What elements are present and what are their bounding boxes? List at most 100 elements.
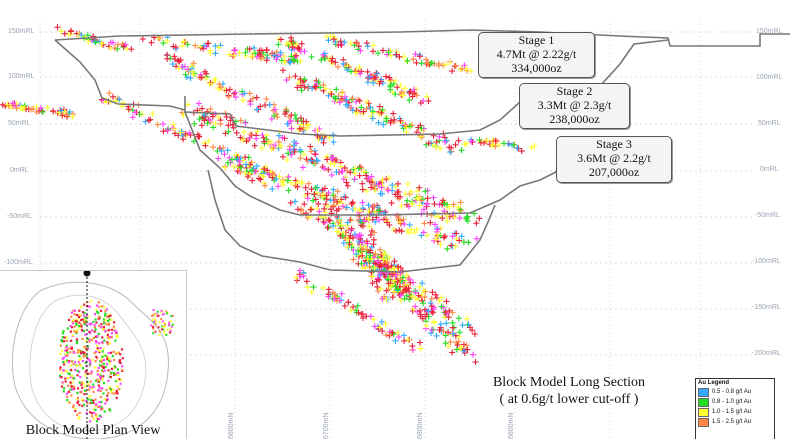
plan-block-cell bbox=[75, 320, 78, 323]
plan-block-cell bbox=[96, 335, 99, 338]
plan-block-cell bbox=[76, 401, 79, 404]
plan-block-cell bbox=[107, 392, 110, 395]
plan-block-cell bbox=[88, 340, 91, 343]
block-cell bbox=[420, 300, 427, 307]
block-cell bbox=[429, 309, 436, 316]
plan-block-cell bbox=[98, 386, 101, 389]
block-cell bbox=[164, 38, 171, 45]
block-cell bbox=[391, 258, 398, 265]
block-cell bbox=[231, 52, 238, 59]
block-cell bbox=[340, 60, 347, 67]
block-cell bbox=[357, 217, 364, 224]
plan-block-cell bbox=[83, 318, 86, 321]
block-cell bbox=[403, 124, 410, 131]
block-cell bbox=[44, 104, 51, 111]
stage3-name: Stage 3 bbox=[596, 137, 632, 151]
block-cell bbox=[344, 243, 351, 250]
block-cell bbox=[449, 233, 456, 240]
plan-block-cell bbox=[100, 323, 103, 326]
legend-label: 0.8 - 1.0 g/t Au bbox=[712, 399, 752, 405]
plan-block-cell bbox=[89, 411, 92, 414]
block-cell bbox=[424, 93, 431, 100]
plan-block-cell bbox=[102, 318, 105, 321]
block-cell bbox=[437, 321, 444, 328]
plan-block-cell bbox=[76, 364, 79, 367]
block-cell bbox=[319, 186, 326, 193]
plan-block-cell bbox=[73, 313, 76, 316]
block-cell bbox=[357, 248, 364, 255]
plan-block-cell bbox=[95, 341, 98, 344]
rl-label-left: -50mRL bbox=[7, 213, 32, 220]
plan-block-cell bbox=[67, 361, 70, 364]
block-cell bbox=[366, 104, 373, 111]
plan-block-cell bbox=[69, 330, 72, 333]
block-cell bbox=[408, 226, 415, 233]
plan-block-cell bbox=[76, 318, 79, 321]
plan-block-cell bbox=[60, 340, 64, 343]
block-cell bbox=[468, 138, 475, 145]
block-cell bbox=[322, 55, 329, 62]
plan-block-cell bbox=[97, 389, 100, 392]
block-cell bbox=[349, 107, 356, 114]
block-cell bbox=[421, 306, 428, 313]
block-cell bbox=[278, 36, 285, 43]
plan-block-cell bbox=[95, 335, 98, 338]
block-cell bbox=[297, 146, 304, 153]
block-cell bbox=[406, 296, 413, 303]
block-cell bbox=[263, 57, 270, 64]
plan-block-cell bbox=[116, 368, 119, 371]
block-cell bbox=[225, 122, 232, 129]
block-cell bbox=[416, 339, 423, 346]
plan-block-cell bbox=[113, 392, 116, 395]
block-cell bbox=[356, 232, 363, 239]
plan-block-cell bbox=[106, 333, 109, 336]
plan-block-cell bbox=[92, 383, 95, 386]
block-cell bbox=[261, 165, 268, 172]
plan-block-cell bbox=[85, 347, 88, 350]
plan-block-cell bbox=[106, 358, 109, 361]
block-cell bbox=[332, 59, 339, 66]
block-cell bbox=[347, 40, 354, 47]
plan-block-cell bbox=[76, 351, 79, 354]
block-cell bbox=[391, 277, 398, 284]
plan-block-cell bbox=[72, 309, 75, 312]
long-section-subtitle: ( at 0.6g/t lower cut-off ) bbox=[499, 392, 639, 407]
block-cell bbox=[341, 39, 348, 46]
block-cell bbox=[300, 118, 307, 125]
block-cell bbox=[178, 63, 185, 70]
block-cell bbox=[204, 120, 211, 127]
block-cell bbox=[514, 144, 521, 151]
plan-block-cell bbox=[118, 361, 121, 364]
block-cell bbox=[232, 89, 239, 96]
plan-block-cell bbox=[100, 406, 103, 409]
plan-block-cell bbox=[84, 374, 87, 377]
block-cell bbox=[380, 121, 387, 128]
block-cell bbox=[371, 265, 378, 272]
plan-block-cell bbox=[61, 357, 64, 360]
plan-block-cell bbox=[78, 381, 81, 384]
block-cell bbox=[206, 80, 213, 87]
block-cell bbox=[278, 57, 285, 64]
plan-block-cell bbox=[165, 333, 168, 336]
block-cell bbox=[294, 206, 301, 213]
plan-block-cell bbox=[74, 368, 77, 372]
block-cell bbox=[437, 241, 444, 248]
plan-block-cell bbox=[117, 351, 120, 354]
block-cell bbox=[453, 346, 460, 353]
block-cell bbox=[81, 34, 88, 41]
plan-block-cell bbox=[94, 366, 97, 369]
block-cell bbox=[444, 245, 451, 252]
block-cell bbox=[340, 176, 347, 183]
block-cell bbox=[382, 250, 389, 257]
plan-block-cell bbox=[101, 370, 104, 373]
block-cell bbox=[311, 84, 318, 91]
block-cell bbox=[394, 84, 401, 91]
block-cell bbox=[221, 151, 228, 158]
block-cell bbox=[448, 242, 455, 249]
plan-block-cell bbox=[169, 320, 172, 323]
block-cell bbox=[416, 184, 423, 191]
block-cell bbox=[29, 105, 36, 112]
plan-block-cell bbox=[61, 336, 65, 339]
block-cell bbox=[207, 79, 214, 86]
plan-block-cell bbox=[77, 316, 81, 319]
